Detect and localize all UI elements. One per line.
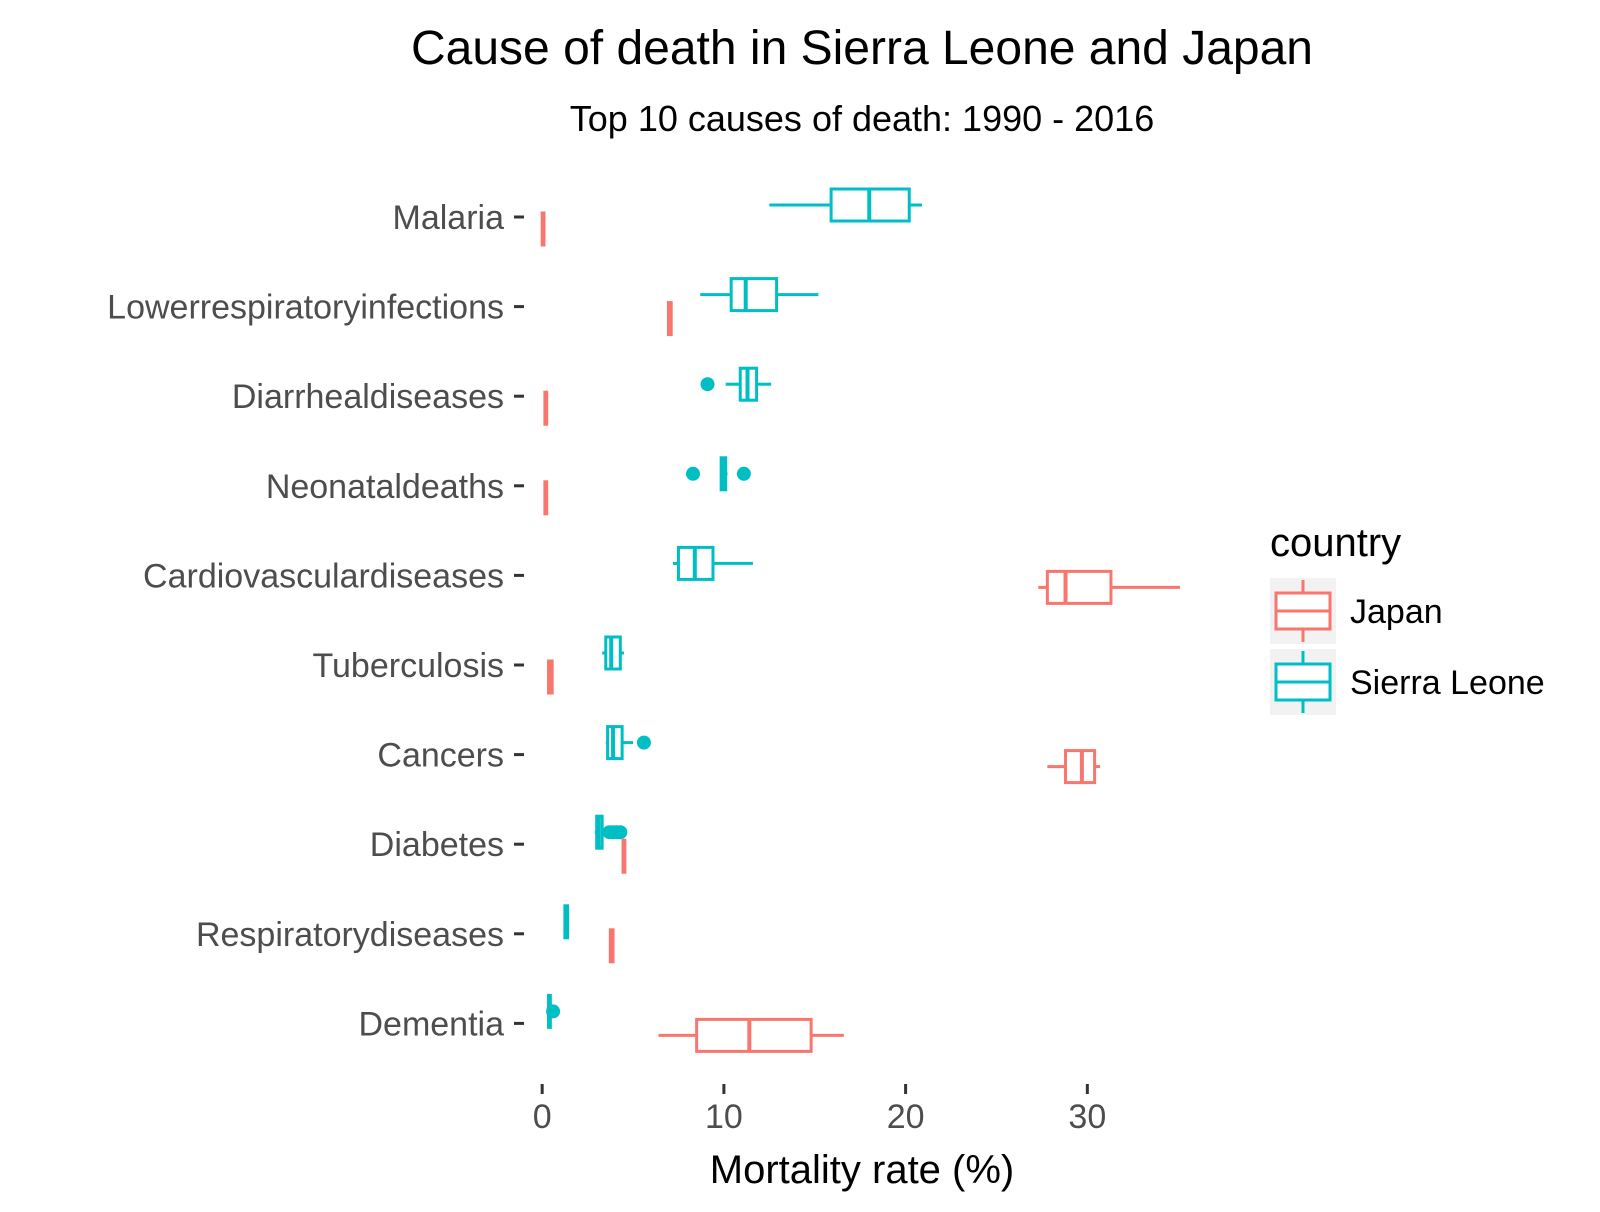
x-tick-label: 0 [533, 1098, 552, 1136]
outlier-point [636, 735, 651, 750]
y-tick-label: Respiratorydiseases [196, 916, 504, 954]
y-tick-label: Diarrhealdiseases [232, 378, 504, 416]
outlier-point [613, 825, 628, 840]
outlier-point [736, 466, 751, 481]
box-respiratorydiseases [608, 928, 615, 964]
legend-title: country [1270, 521, 1401, 565]
legend-item: Sierra Leone [1270, 649, 1545, 715]
chart-title: Cause of death in Sierra Leone and Japan [411, 22, 1313, 75]
box-iqr [1045, 569, 1113, 605]
box-tuberculosis [602, 635, 624, 671]
box-neonataldeaths [543, 480, 549, 516]
box-diabetes [621, 838, 627, 874]
box-lowerrespiratoryinfections [666, 301, 673, 337]
y-tick-label: Cardiovasculardiseases [143, 557, 504, 595]
box-neonataldeaths [686, 456, 751, 492]
y-axis: Malaria Lowerrespiratoryinfections Diarrhe… [107, 199, 524, 1043]
box-lowerrespiratoryinfections [700, 277, 819, 313]
chart-subtitle: Top 10 causes of death: 1990 - 2016 [570, 98, 1154, 139]
series-sierra-leone [546, 187, 922, 1029]
box-diarrhealdiseases [700, 366, 772, 402]
y-tick-label: Malaria [393, 199, 505, 237]
legend: country Japan Sierra Leone [1270, 521, 1545, 715]
box-diarrhealdiseases [543, 390, 549, 426]
x-tick-label: 30 [1068, 1098, 1106, 1136]
box-cancers [1047, 749, 1101, 785]
y-tick-label: Dementia [358, 1005, 504, 1043]
box-dementia [546, 993, 561, 1029]
outlier-point [686, 466, 700, 481]
box-diabetes [594, 814, 628, 850]
legend-item: Japan [1270, 578, 1443, 644]
y-tick-label: Diabetes [370, 826, 504, 864]
box-cardiovasculardiseases [1038, 569, 1181, 605]
outlier-point [700, 377, 715, 392]
x-tick-label: 10 [705, 1098, 743, 1136]
y-tick-label: Lowerrespiratoryinfections [107, 289, 504, 327]
y-tick-label: Cancers [377, 737, 504, 775]
legend-label: Japan [1350, 593, 1443, 631]
outlier-point [546, 1004, 561, 1019]
box-tuberculosis [547, 659, 554, 695]
box-dementia [658, 1017, 844, 1053]
legend-label: Sierra Leone [1350, 664, 1545, 702]
plot-area [540, 187, 1181, 1053]
box-malaria [769, 187, 922, 223]
x-tick-label: 20 [887, 1098, 925, 1136]
box-iqr [695, 1017, 813, 1053]
box-malaria [540, 211, 546, 247]
box-respiratorydiseases [563, 904, 570, 940]
box-cardiovasculardiseases [673, 545, 753, 581]
y-tick-label: Neonataldeaths [266, 468, 504, 506]
box-iqr [729, 277, 779, 313]
x-axis-label: Mortality rate (%) [710, 1148, 1015, 1192]
x-axis: 0 10 20 30 [533, 1084, 1106, 1136]
y-tick-label: Tuberculosis [313, 647, 504, 685]
box-cancers [605, 725, 651, 761]
series-japan [540, 211, 1181, 1053]
